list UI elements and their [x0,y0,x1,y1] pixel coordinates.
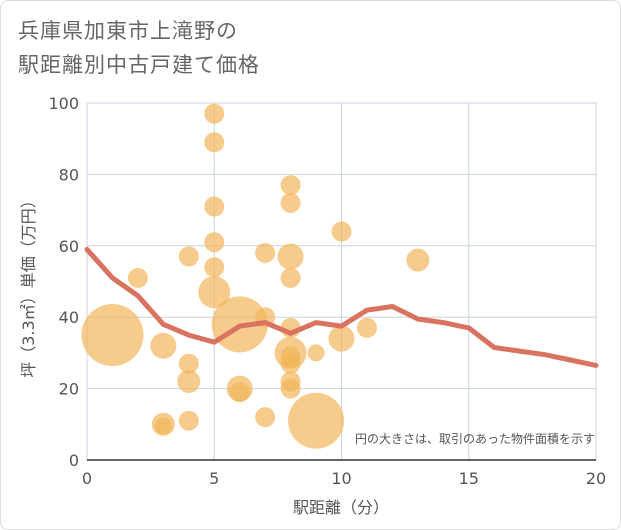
data-bubble [255,242,276,263]
tick-labels: 0 5 10 15 20 0 20 40 60 80 100 [48,94,606,488]
data-bubble [154,417,172,435]
data-bubble [280,353,301,374]
y-tick-label: 20 [59,380,79,399]
data-bubble [204,196,225,217]
data-bubble [178,246,199,267]
data-bubble [204,232,225,253]
y-tick-label: 60 [59,237,79,256]
trend-line [84,246,599,368]
data-bubble [280,267,301,288]
y-tick-label: 80 [59,165,79,184]
chart-title-line-2: 駅距離別中古戸建て価格 [18,53,260,77]
chart-title: 兵庫県加東市上滝野の 駅距離別中古戸建て価格 [18,14,260,82]
data-bubble [280,192,301,213]
bubbles [81,103,430,449]
x-tick-label: 5 [209,469,219,488]
y-tick-label: 0 [69,451,79,470]
x-axis-label: 駅距離（分） [293,498,389,517]
x-tick-label: 15 [459,469,479,488]
data-bubble [178,353,199,374]
size-note: 円の大きさは、取引のあった物件面積を示す [355,431,595,446]
y-axis-label: 坪（3.3㎡）単価（万円） [19,192,38,377]
data-bubble [204,257,225,278]
x-tick-label: 0 [82,469,92,488]
chart-title-line-1: 兵庫県加東市上滝野の [18,19,238,43]
data-bubble [406,248,430,272]
data-bubble [178,410,199,431]
data-bubble [307,344,325,362]
data-bubble [328,325,355,352]
data-bubble [150,332,177,359]
data-bubble [198,276,231,309]
data-bubble [331,221,352,242]
data-bubble [280,378,301,399]
y-tick-label: 100 [48,94,79,113]
data-bubble [81,304,144,367]
data-bubble [229,382,250,403]
data-bubble [277,243,304,270]
data-bubble [288,392,345,449]
trend-line-group [84,246,599,368]
data-bubble [127,267,148,288]
x-tick-label: 20 [586,469,606,488]
data-bubble [204,132,225,153]
data-bubble [356,317,377,338]
data-bubble [177,369,201,393]
data-bubble [255,407,276,428]
data-bubble [280,175,301,196]
y-tick-label: 40 [59,308,79,327]
grid-lines [86,102,597,461]
x-tick-label: 10 [331,469,351,488]
data-bubble [204,103,225,124]
